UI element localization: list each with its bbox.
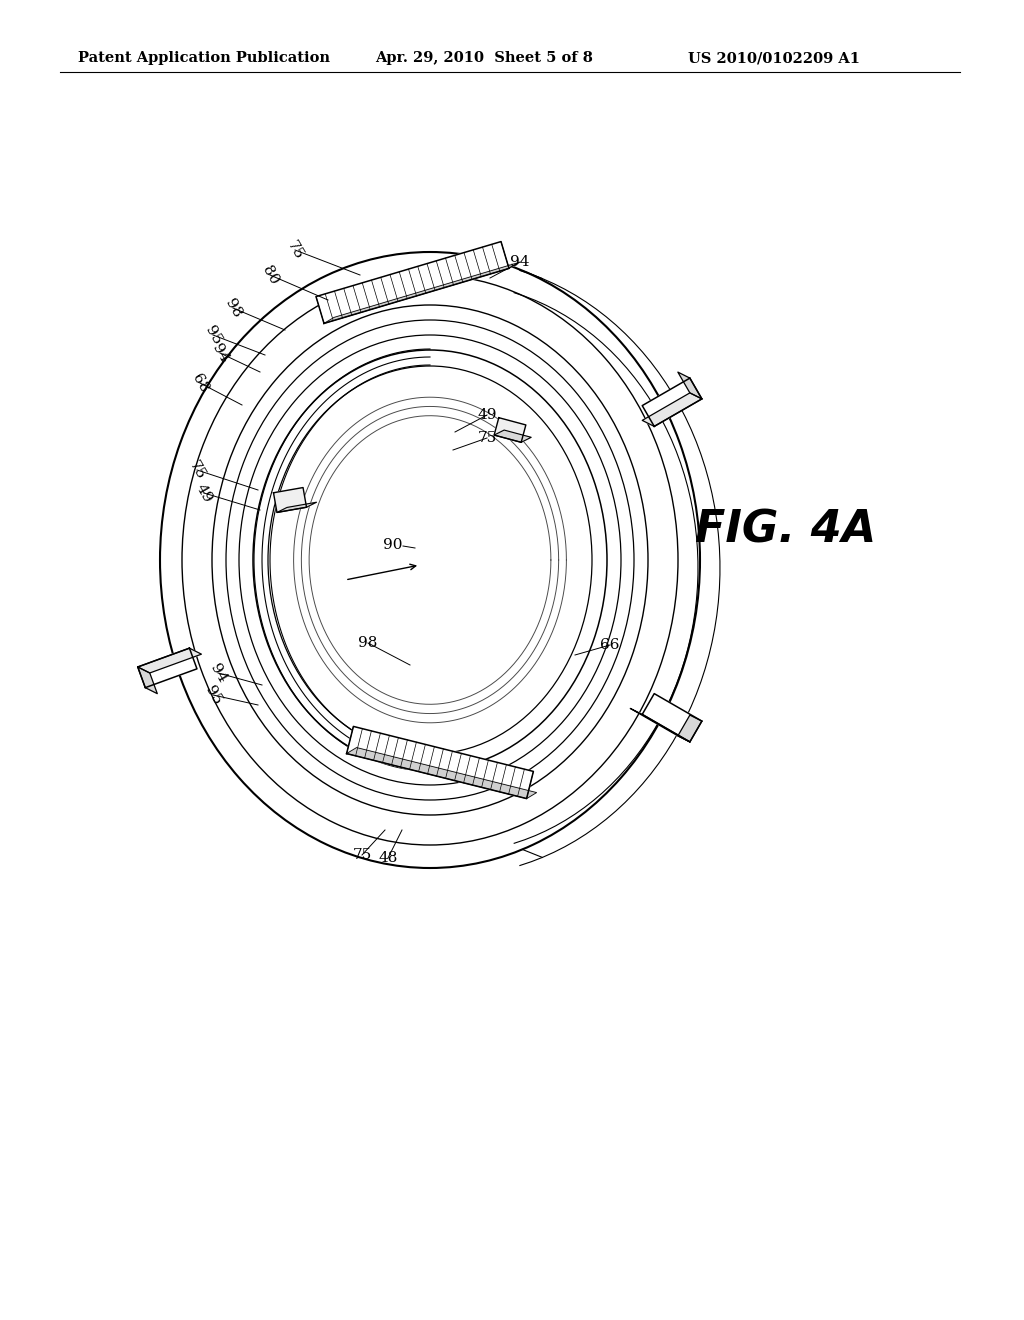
Text: 75: 75 (477, 432, 497, 445)
Text: 75: 75 (186, 458, 208, 482)
Text: 95: 95 (202, 684, 224, 708)
Text: US 2010/0102209 A1: US 2010/0102209 A1 (688, 51, 860, 65)
Polygon shape (138, 667, 158, 693)
Text: 75: 75 (284, 238, 306, 261)
Text: 49: 49 (194, 480, 215, 506)
Text: 66: 66 (600, 638, 620, 652)
Polygon shape (346, 747, 537, 799)
Polygon shape (642, 393, 701, 426)
Polygon shape (138, 648, 202, 673)
Polygon shape (346, 726, 534, 799)
Text: 80: 80 (259, 263, 281, 286)
Text: 49: 49 (477, 408, 497, 422)
Text: 90: 90 (383, 539, 402, 552)
Text: 68: 68 (189, 371, 211, 395)
Polygon shape (324, 263, 519, 323)
Polygon shape (678, 372, 701, 399)
Text: 95: 95 (202, 323, 224, 347)
Polygon shape (678, 715, 701, 742)
Polygon shape (316, 242, 509, 323)
Polygon shape (495, 430, 531, 442)
Text: 98: 98 (222, 296, 244, 319)
Polygon shape (630, 709, 690, 742)
Polygon shape (642, 378, 701, 426)
Polygon shape (495, 417, 526, 442)
Text: FIG. 4A: FIG. 4A (695, 508, 877, 552)
Polygon shape (138, 648, 197, 688)
Text: Patent Application Publication: Patent Application Publication (78, 51, 330, 65)
Text: 94: 94 (209, 341, 231, 364)
Text: 94: 94 (510, 255, 529, 269)
Text: 48: 48 (378, 851, 397, 865)
Text: 75: 75 (352, 847, 372, 862)
Text: 94: 94 (207, 661, 229, 685)
Text: 98: 98 (358, 636, 378, 649)
Polygon shape (276, 502, 316, 512)
Text: Apr. 29, 2010  Sheet 5 of 8: Apr. 29, 2010 Sheet 5 of 8 (375, 51, 593, 65)
Polygon shape (642, 693, 701, 742)
Polygon shape (273, 487, 306, 512)
